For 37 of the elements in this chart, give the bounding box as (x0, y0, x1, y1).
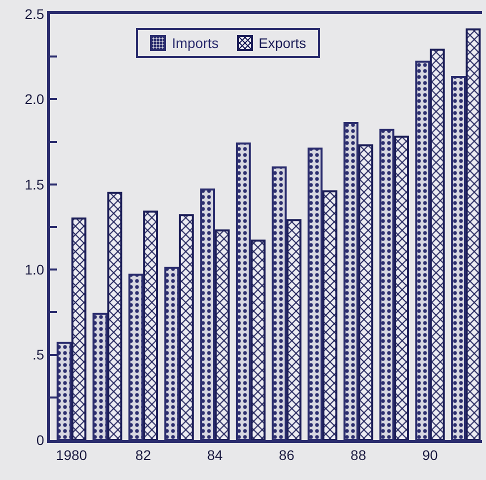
x-tick-label: 90 (422, 446, 438, 463)
legend-label: Exports (258, 35, 306, 51)
bar (236, 142, 251, 440)
bar (143, 210, 158, 440)
bar (92, 312, 108, 440)
y-tick-label: 0 (36, 432, 44, 448)
x-tick-label: 82 (135, 446, 152, 463)
legend-frame: Imports Exports (136, 28, 320, 58)
bar (451, 76, 466, 440)
x-tick-label: 1980 (56, 446, 88, 463)
x-tick-label: 88 (350, 446, 366, 463)
bar (394, 136, 409, 440)
x-tick-label: 86 (278, 446, 295, 463)
bar (272, 166, 287, 440)
bar (178, 214, 194, 440)
bar (164, 266, 180, 440)
bar (71, 217, 86, 440)
y-tick-label: 2.5 (24, 6, 44, 22)
bar (128, 274, 144, 440)
bar (322, 190, 338, 440)
bar (200, 188, 216, 440)
y-tick-label: 1.5 (24, 176, 44, 192)
bar (250, 240, 266, 440)
bar (344, 122, 358, 440)
x-tick-label: 84 (207, 446, 223, 463)
bar (430, 48, 445, 440)
bar (415, 60, 430, 440)
y-tick-label: 2.0 (24, 91, 44, 108)
bar (308, 148, 323, 440)
bar (358, 144, 374, 440)
y-tick-label: 1.0 (24, 262, 44, 278)
y-tick-label: .5 (32, 346, 44, 363)
bar (107, 192, 122, 440)
bar (379, 128, 394, 440)
bar (466, 28, 481, 440)
bar (286, 219, 302, 440)
bar (214, 229, 230, 440)
